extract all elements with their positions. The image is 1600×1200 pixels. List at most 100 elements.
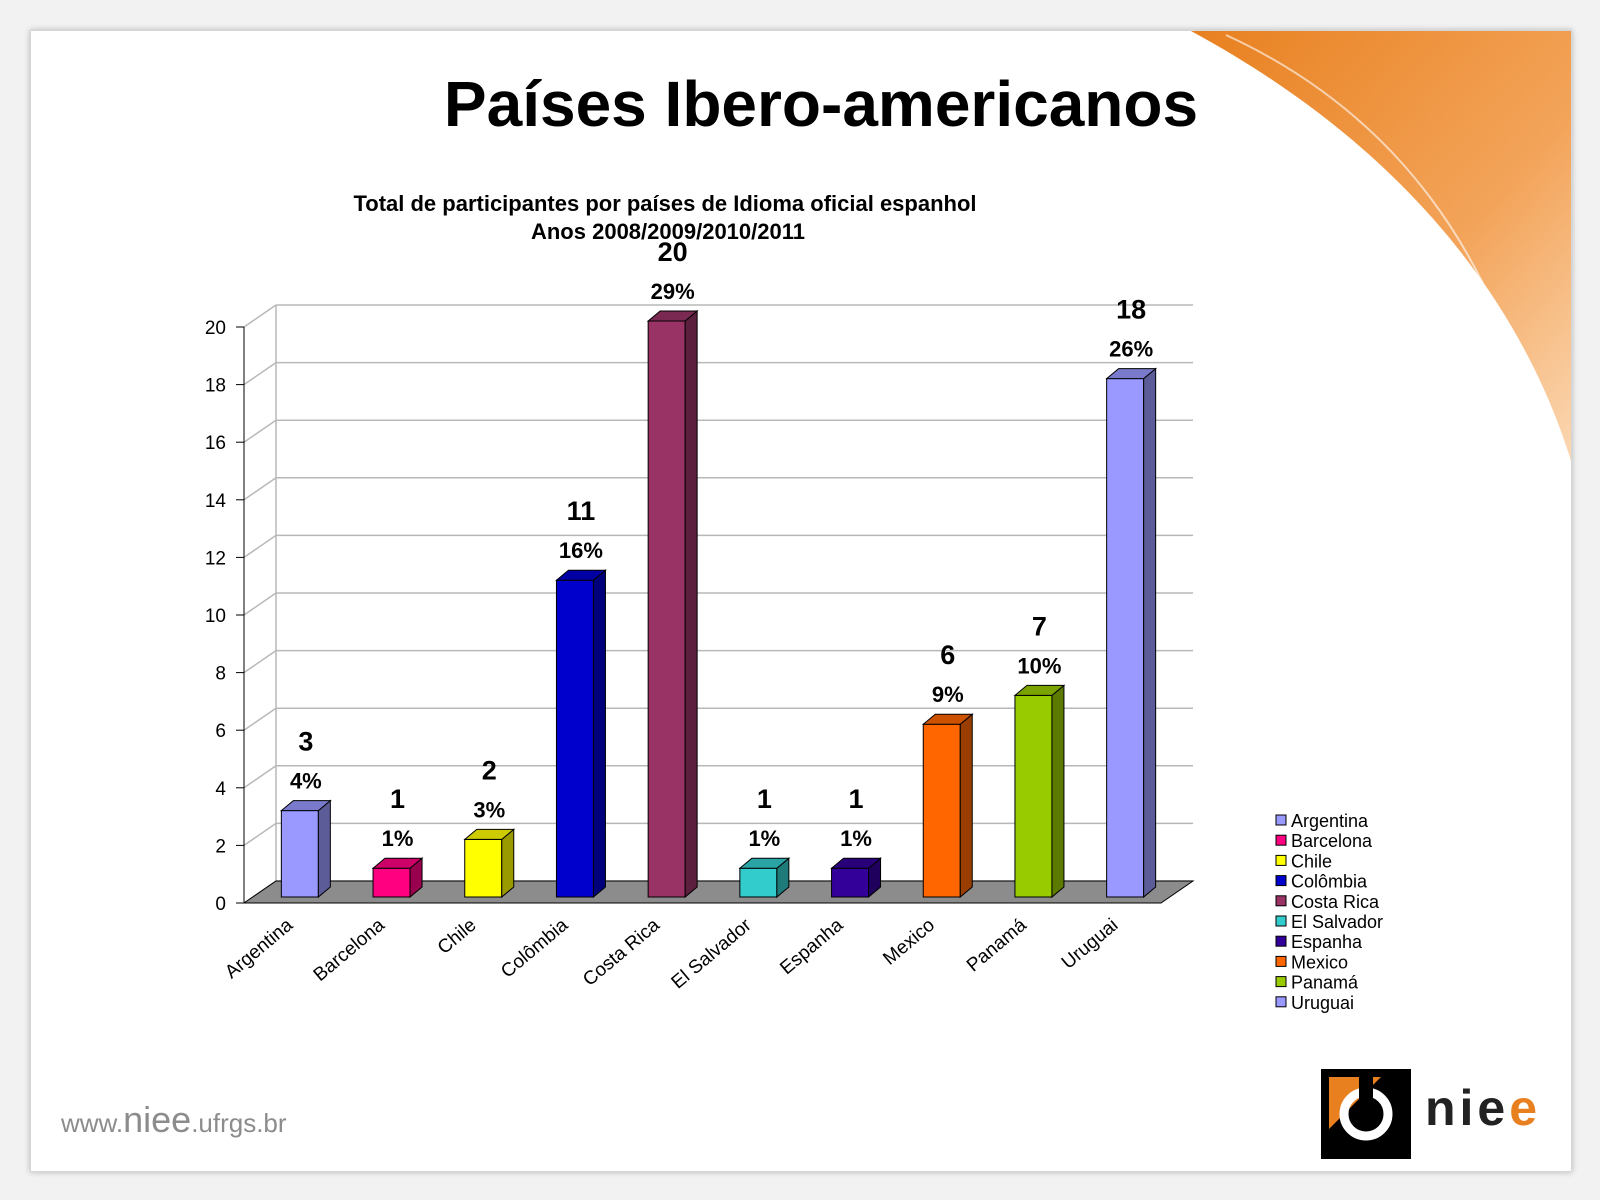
bar-side [1051, 684, 1065, 899]
bar-el-salvador [739, 867, 778, 898]
legend-label: Panamá [1291, 973, 1359, 993]
bar-argentina [280, 810, 319, 898]
bar-side [1143, 367, 1157, 899]
y-tick-label: 18 [205, 376, 226, 397]
value-label: 11 [567, 496, 596, 526]
footer-prefix: www. [61, 1108, 124, 1138]
page-title: Países Ibero-americanos [443, 68, 1199, 140]
percent-label: 4% [290, 769, 322, 794]
percent-label: 10% [1017, 653, 1061, 678]
value-label: 2 [482, 755, 497, 785]
chart-title: Total de participantes por países de Idi… [353, 191, 976, 216]
bar-top [371, 857, 424, 869]
y-tick-label: 6 [215, 721, 226, 742]
legend-label: Costa Rica [1291, 892, 1380, 912]
gridline-diag [243, 304, 277, 328]
legend-swatch [1275, 915, 1287, 927]
y-tick-label: 12 [205, 548, 226, 569]
x-tick-label: Chile [434, 915, 481, 959]
niee-logo-icon [1321, 1069, 1411, 1159]
bar-espanha [831, 867, 870, 898]
legend-swatch [1275, 854, 1287, 866]
bar-mexico [922, 723, 961, 898]
value-label: 20 [658, 237, 688, 267]
x-tick-label: El Salvador [668, 914, 756, 993]
x-tick-label: Barcelona [310, 914, 389, 985]
footer-url: www.niee.ufrgs.br [61, 1099, 287, 1141]
x-tick-label: Panamá [963, 914, 1031, 976]
legend-swatch [1275, 996, 1287, 1008]
legend-swatch [1275, 955, 1287, 967]
bar-top [555, 569, 607, 581]
value-label: 7 [1032, 611, 1047, 641]
y-tick-label: 14 [205, 491, 227, 512]
bar-costa-rica [647, 320, 686, 898]
legend-label: Mexico [1291, 952, 1348, 972]
y-tick-label: 2 [215, 836, 226, 857]
percent-label: 9% [932, 682, 964, 707]
bar-top [279, 800, 332, 812]
value-label: 1 [390, 784, 405, 814]
legend-swatch [1275, 875, 1287, 887]
percent-label: 16% [559, 538, 603, 563]
bar-top [1013, 684, 1066, 696]
percent-label: 1% [840, 826, 872, 851]
gridline-diag [243, 361, 277, 386]
legend-label: Chile [1291, 851, 1332, 871]
legend-label: El Salvador [1291, 912, 1383, 932]
y-tick-label: 8 [215, 664, 226, 685]
value-label: 1 [849, 784, 864, 814]
value-label: 3 [298, 727, 313, 757]
percent-label: 1% [382, 826, 414, 851]
bar-colômbia [555, 579, 594, 898]
bar-top [738, 857, 791, 869]
y-tick-label: 0 [215, 894, 226, 915]
legend-swatch [1275, 935, 1287, 947]
value-label: 1 [757, 784, 772, 814]
gridline-diag [243, 707, 277, 731]
legend-swatch [1275, 834, 1287, 846]
y-tick-label: 4 [215, 779, 226, 800]
bar-side [501, 828, 515, 899]
x-tick-label: Costa Rica [579, 914, 664, 990]
slide: Países Ibero-americanos 0 2 4 6 8 10 12 14 16 18 2… [30, 30, 1572, 1172]
footer-suffix: .ufrgs.br [191, 1108, 287, 1138]
y-tick-label: 16 [205, 433, 226, 454]
niee-logo-text: niee [1425, 1080, 1542, 1136]
x-tick-label: Colômbia [497, 914, 572, 982]
legend-label: Colômbia [1291, 872, 1368, 892]
legend-swatch [1275, 895, 1287, 907]
y-tick-label: 10 [205, 606, 226, 627]
percent-label: 26% [1109, 337, 1153, 362]
bar-uruguai [1106, 378, 1145, 898]
bar-top [463, 828, 516, 840]
bar-chile [464, 838, 503, 898]
bar-panamá [1014, 694, 1053, 898]
gridline-diag [243, 477, 277, 501]
chart-subtitle: Anos 2008/2009/2010/2011 [531, 219, 805, 244]
bar-top [921, 713, 974, 725]
gridline-diag [243, 534, 277, 559]
bar-side [317, 799, 331, 899]
percent-label: 29% [651, 279, 695, 304]
bar-side [592, 569, 606, 899]
legend-label: Argentina [1291, 811, 1369, 831]
bar-side [684, 309, 698, 899]
footer-brand: niee [123, 1099, 192, 1140]
gridline-diag [243, 822, 277, 847]
value-label: 6 [940, 640, 955, 670]
percent-label: 1% [748, 826, 780, 851]
percent-label: 3% [473, 797, 505, 822]
legend-label: Barcelona [1291, 831, 1373, 851]
x-tick-label: Espanha [776, 914, 847, 979]
legend-swatch [1275, 976, 1287, 988]
value-label: 18 [1116, 295, 1146, 325]
x-tick-label: Uruguai [1058, 915, 1122, 974]
x-tick-label: Argentina [221, 914, 297, 983]
gridline-diag [243, 592, 277, 616]
bar-top [830, 857, 882, 869]
legend-label: Espanha [1291, 932, 1363, 952]
legend-label: Uruguai [1291, 993, 1354, 1013]
gridline-diag [243, 649, 277, 674]
